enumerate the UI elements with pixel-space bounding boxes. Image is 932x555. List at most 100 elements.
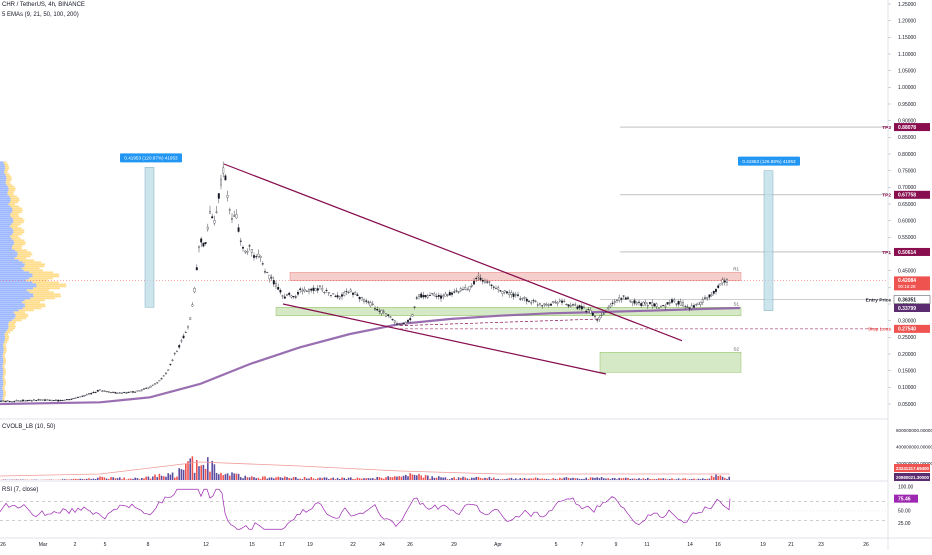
volume-profile-bar — [0, 185, 8, 187]
candle-body — [544, 304, 546, 305]
candle-body — [627, 298, 629, 299]
price-label: 0.33799 — [898, 306, 916, 312]
candle-body — [214, 220, 216, 223]
price-axis-tick-label: 0.20000 — [898, 352, 916, 358]
candle-body — [159, 380, 161, 381]
candle-body — [601, 315, 603, 316]
candle-body — [654, 304, 656, 307]
volume-bar — [522, 479, 524, 480]
volume-profile-bar — [0, 267, 22, 269]
volume-profile-bar — [0, 373, 3, 375]
candle-body — [636, 303, 638, 304]
candle-body — [640, 303, 642, 305]
candle-body — [623, 296, 625, 297]
volume-profile-bar — [0, 223, 11, 225]
volume-bar — [570, 478, 572, 480]
volume-avg-line — [0, 462, 730, 476]
candle-body — [574, 305, 576, 306]
volume-bar — [297, 479, 299, 480]
candle-body — [308, 290, 310, 292]
volume-bar — [541, 479, 543, 480]
volume-bar — [647, 478, 649, 480]
volume-bar — [220, 473, 222, 480]
volume-bar — [299, 479, 301, 480]
candle-body — [172, 360, 174, 361]
volume-profile-bar — [0, 387, 2, 389]
volume-bar — [691, 479, 693, 480]
volume-profile-bar — [0, 289, 27, 291]
candle-body — [7, 401, 9, 402]
volume-bar — [396, 477, 398, 480]
volume-bar — [286, 477, 288, 480]
volume-bar — [478, 477, 480, 480]
volume-profile-bar — [3, 345, 6, 347]
volume-profile-bar — [0, 317, 14, 319]
candle-body — [354, 292, 356, 294]
candle-body — [321, 288, 323, 290]
volume-profile-bar — [0, 311, 14, 313]
candle-body — [73, 398, 75, 399]
candle-body — [722, 280, 724, 283]
candle-body — [2, 401, 4, 402]
volume-profile-bar — [29, 271, 53, 273]
time-axis-label: 19 — [307, 542, 313, 548]
candle-body — [203, 243, 205, 246]
volume-profile-bar — [25, 305, 45, 307]
candle-body — [205, 242, 207, 243]
volume-profile-bar — [0, 377, 3, 379]
volume-bar — [174, 478, 176, 480]
candle-body — [282, 296, 284, 297]
volume-bar — [654, 479, 656, 480]
volume-bar — [605, 479, 607, 480]
volume-profile-bar — [0, 161, 4, 163]
volume-profile-bar — [25, 263, 45, 265]
candle-body — [405, 322, 407, 324]
candle-body — [693, 305, 695, 307]
volume-profile-bar — [3, 393, 6, 395]
volume-profile-bar — [3, 371, 6, 373]
volume-profile-bar — [17, 255, 31, 257]
volume-profile-bar — [0, 385, 3, 387]
price-axis-tick-label: 1.05000 — [898, 68, 916, 74]
volume-profile-bar — [4, 347, 7, 349]
candle-body — [506, 292, 508, 294]
candle-body — [416, 298, 418, 299]
volume-bar — [726, 479, 728, 480]
volume-profile-bar — [13, 239, 24, 241]
volume-bar — [211, 461, 213, 480]
volume-profile-bar — [9, 195, 17, 197]
measure-label: 0.41953 (120.87%) 41953 — [124, 156, 178, 161]
volume-bar — [264, 476, 266, 480]
volume-profile-bar — [0, 219, 13, 221]
volume-bar — [577, 478, 579, 480]
candle-body — [229, 210, 231, 211]
volume-profile-bar — [34, 295, 61, 297]
volume-bar — [634, 479, 636, 480]
volume-bar — [678, 478, 680, 480]
volume-bar — [185, 464, 187, 480]
candle-body — [374, 309, 376, 310]
volume-profile-bar — [0, 347, 4, 349]
volume-bar — [99, 477, 101, 480]
volume-bar — [612, 478, 614, 480]
time-axis-label: 14 — [687, 542, 693, 548]
volume-axis-tick-label: 600000000.00000 — [896, 428, 932, 433]
volume-bar — [409, 473, 411, 480]
candle-body — [603, 314, 605, 315]
volume-bar — [308, 478, 310, 480]
volume-bar — [200, 465, 202, 480]
volume-bar — [563, 478, 565, 480]
volume-profile-bar — [3, 389, 5, 391]
volume-bar — [504, 479, 506, 480]
volume-bar — [359, 478, 361, 480]
candle-body — [550, 304, 552, 305]
candle-body — [530, 302, 532, 303]
volume-profile-bar — [18, 253, 33, 255]
candle-body — [49, 400, 51, 401]
volume-bar — [519, 478, 521, 480]
volume-bar — [134, 478, 136, 480]
volume-bar — [640, 479, 642, 480]
time-axis-label: 16 — [715, 542, 721, 548]
volume-bar — [590, 477, 592, 480]
candle-body — [255, 256, 257, 257]
